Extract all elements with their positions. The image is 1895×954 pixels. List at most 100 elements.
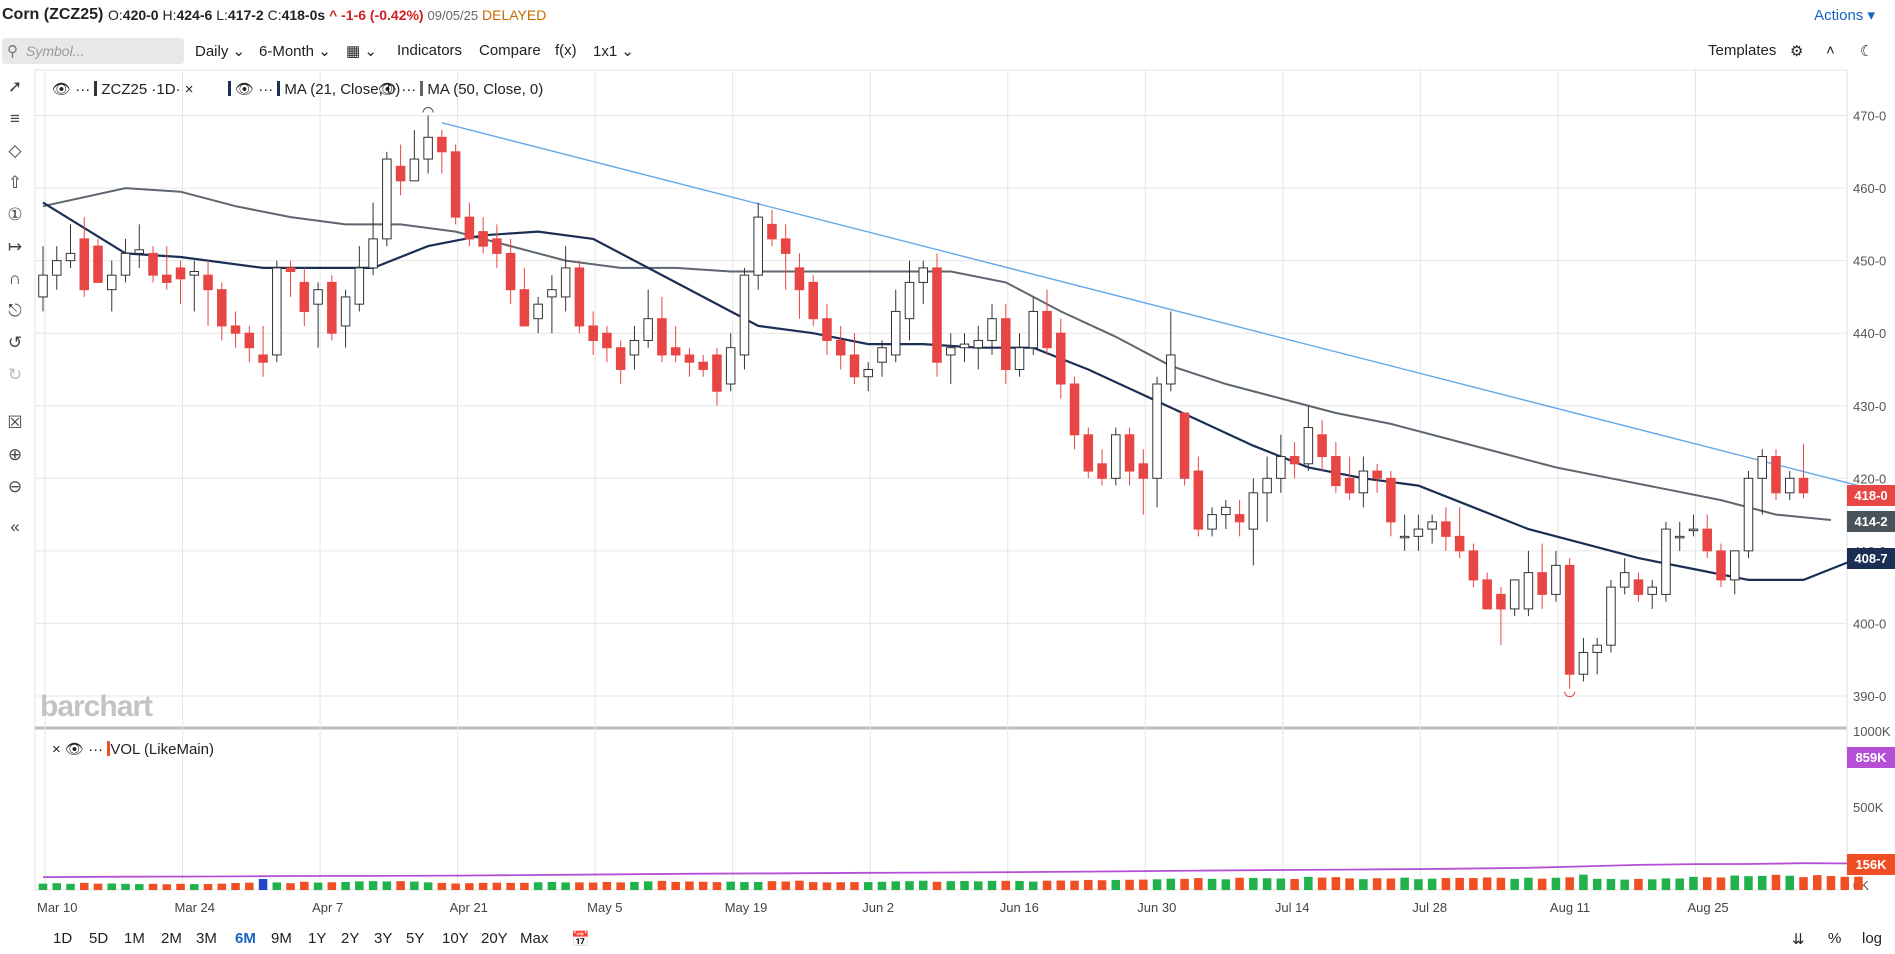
log-toggle[interactable]: log	[1862, 930, 1883, 947]
range-1m[interactable]: 1M	[124, 930, 145, 947]
volume-bar	[1166, 878, 1176, 890]
candle-body	[1537, 572, 1547, 595]
zoom-out-icon[interactable]: ⊖	[7, 477, 23, 496]
volume-bar	[602, 881, 612, 890]
volume-bar	[1111, 879, 1121, 890]
range-6m[interactable]: 6M	[235, 930, 256, 947]
volume-bar	[973, 881, 983, 890]
volume-legend[interactable]: × 👁 ··· VOL (LikeMain)	[52, 741, 214, 758]
candle-body	[615, 347, 626, 370]
volume-bar	[506, 882, 515, 890]
range-max[interactable]: Max	[520, 930, 549, 947]
candle-body	[189, 271, 200, 276]
candle-body	[1399, 535, 1410, 539]
calendar-icon[interactable]: 📅	[571, 931, 590, 948]
y-tick-label: 430-0	[1853, 399, 1886, 414]
volume-bar	[863, 882, 873, 890]
volume-bar	[1689, 876, 1698, 890]
volume-bar	[382, 881, 392, 890]
candle-body	[1124, 434, 1135, 472]
range-3y[interactable]: 3Y	[374, 930, 393, 947]
candle-body	[354, 267, 365, 305]
volume-bar	[1207, 878, 1217, 890]
volume-bar	[1276, 878, 1286, 890]
templates-button[interactable]: Templates	[1708, 42, 1777, 59]
main-series-legend[interactable]: 👁 ··· ZCZ25 ·1D· ×	[52, 81, 194, 98]
range-5y[interactable]: 5Y	[406, 930, 425, 947]
candle-body	[1317, 434, 1327, 458]
lock-icon[interactable]: ⎋	[8, 301, 22, 320]
range-2m[interactable]: 2M	[161, 930, 182, 947]
chart-frame	[34, 69, 1848, 891]
volume-bar	[1427, 878, 1437, 890]
candle-body	[739, 274, 750, 356]
range-1y[interactable]: 1Y	[308, 930, 327, 947]
range-3m[interactable]: 3M	[196, 930, 217, 947]
candle-body	[1688, 528, 1699, 532]
candle-body	[1358, 470, 1369, 494]
volume-bar	[1400, 877, 1409, 890]
volume-bar	[135, 884, 144, 890]
candle-body	[574, 267, 585, 327]
volume-bar	[630, 881, 639, 890]
range-2y[interactable]: 2Y	[341, 930, 360, 947]
volume-bar	[451, 883, 460, 890]
symbol-title[interactable]: Corn (ZCZ25)	[2, 6, 104, 23]
candle-body	[1441, 521, 1451, 537]
ma21-legend[interactable]: 👁 ··· MA (21, Close, 0)	[228, 80, 400, 98]
symbol-search[interactable]: ⚲ Symbol...	[2, 38, 184, 64]
range-20y[interactable]: 20Y	[481, 930, 508, 947]
candle-body	[519, 289, 530, 327]
range-1d[interactable]: 1D	[53, 930, 73, 947]
percent-toggle[interactable]: %	[1828, 930, 1842, 947]
barchart-watermark: barchart	[40, 690, 153, 723]
arrow-tool-icon[interactable]: ⇧	[7, 173, 23, 192]
interval-select[interactable]: Daily ⌄	[195, 43, 246, 60]
actions-menu[interactable]: Actions ▾	[1814, 7, 1875, 24]
candle-body	[1496, 593, 1506, 610]
volume-bar	[1015, 881, 1024, 890]
ma50-legend[interactable]: 👁 ··· MA (50, Close, 0)	[378, 81, 544, 98]
measure-tool-icon[interactable]: ↦	[7, 237, 23, 256]
collapse-icon[interactable]: ˄	[1826, 42, 1835, 59]
volume-bar	[327, 882, 337, 890]
volume-bar	[905, 881, 914, 890]
y-tick-label: 460-0	[1853, 181, 1886, 196]
volume-bar	[465, 883, 474, 890]
volume-bar	[1647, 879, 1657, 890]
range-9m[interactable]: 9M	[271, 930, 292, 947]
trash-icon[interactable]: ☒	[7, 413, 23, 432]
chart-type-select[interactable]: ▦ ⌄	[346, 42, 377, 60]
trendline-tool-icon[interactable]: ➚	[7, 77, 23, 96]
range-5d[interactable]: 5D	[89, 930, 109, 947]
zoom-in-icon[interactable]: ⊕	[7, 445, 23, 464]
indicators-button[interactable]: Indicators	[397, 42, 463, 59]
volume-bar	[726, 881, 735, 890]
double-chevron-down-icon[interactable]: ⇊	[1792, 931, 1805, 948]
undo-icon[interactable]: ↺	[7, 333, 23, 352]
volume-bar	[1661, 878, 1671, 890]
shape-tool-icon[interactable]: ◇	[8, 141, 22, 160]
layout-select[interactable]: 1x1 ⌄	[593, 43, 634, 60]
last-price-label: 418-0	[1847, 485, 1895, 506]
annotation-tool-icon[interactable]: ①	[7, 205, 23, 224]
range-10y[interactable]: 10Y	[442, 930, 469, 947]
volume-bar	[712, 882, 722, 890]
volume-bar	[987, 880, 997, 890]
fib-tool-icon[interactable]: ≡	[10, 109, 20, 128]
volume-bar	[1496, 877, 1506, 890]
magnet-icon[interactable]: ∩	[8, 269, 22, 288]
candle-body	[272, 267, 282, 356]
compare-button[interactable]: Compare	[479, 42, 541, 59]
range-select[interactable]: 6-Month ⌄	[259, 43, 331, 60]
search-input[interactable]: Symbol...	[26, 43, 85, 59]
redo-icon[interactable]: ↻	[7, 365, 23, 384]
candle-body	[1303, 427, 1314, 465]
function-button[interactable]: f(x)	[555, 42, 577, 59]
dark-mode-icon[interactable]: ☾	[1860, 43, 1874, 60]
collapse-left-icon[interactable]: «	[10, 517, 20, 536]
volume-bar	[1097, 880, 1107, 890]
gear-icon[interactable]: ⚙	[1790, 43, 1804, 60]
volume-bar	[1070, 880, 1079, 890]
